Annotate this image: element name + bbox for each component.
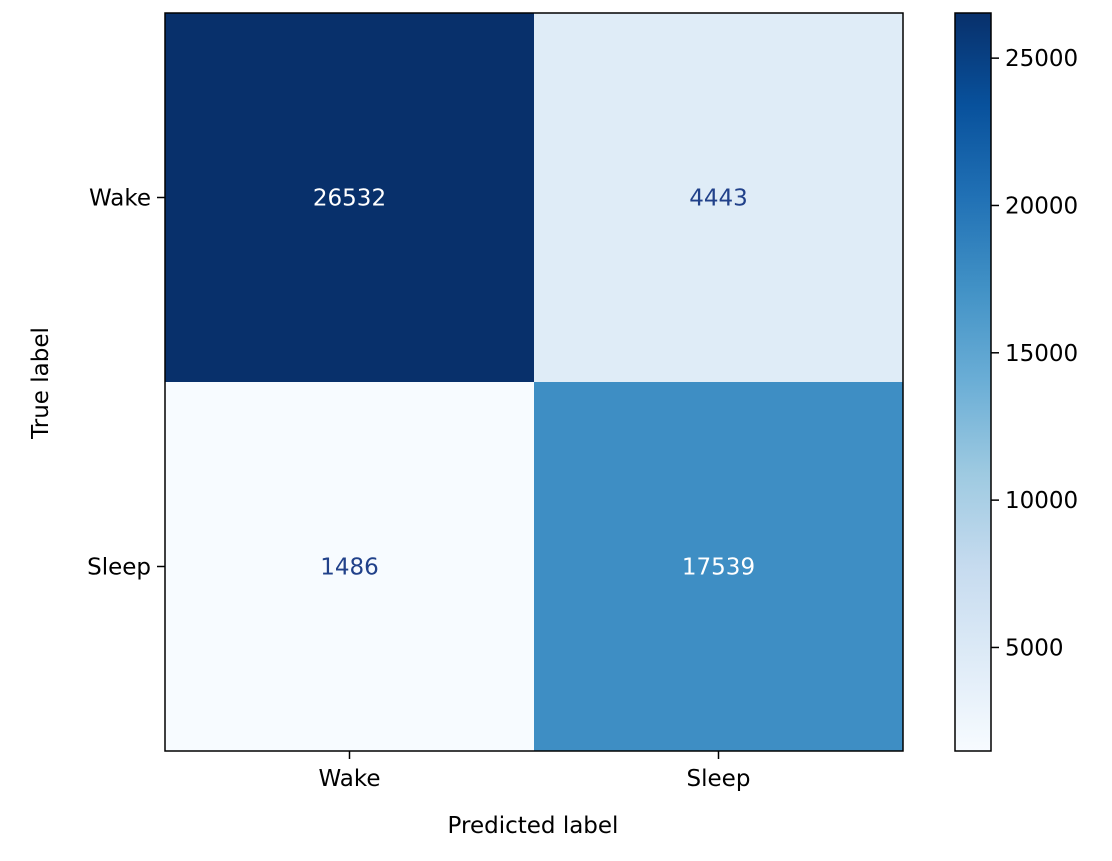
x-tick-label: Sleep	[687, 766, 751, 792]
matrix-frame	[164, 12, 904, 752]
colorbar-tick-label: 25000	[1005, 46, 1078, 72]
colorbar-tick-label: 5000	[1005, 635, 1064, 661]
matrix-cell-1-1	[534, 382, 903, 751]
colorbar-tick-label: 15000	[1005, 341, 1078, 367]
matrix-cell-0-0	[165, 13, 534, 382]
colorbar-tick-label: 20000	[1005, 193, 1078, 219]
matrix-cell-0-1	[534, 13, 903, 382]
cell-value-label-1-0: 1486	[320, 555, 379, 581]
x-tick-label: Wake	[318, 766, 380, 792]
matrix-grid: 26532 4443 1486 17539	[164, 12, 904, 752]
cell-value-label-0-0: 26532	[313, 186, 386, 212]
x-axis-title: Predicted label	[448, 813, 619, 839]
cell-value-label-0-1: 4443	[689, 186, 748, 212]
colorbar-tick-label: 10000	[1005, 488, 1078, 514]
y-tick-label: Sleep	[87, 555, 151, 581]
matrix-cell-1-0	[165, 382, 534, 751]
colorbar-frame	[954, 12, 992, 752]
y-tick-label: Wake	[89, 186, 151, 212]
colorbar-gradient	[955, 13, 991, 751]
x-axis: Wake Sleep	[318, 751, 750, 792]
colorbar: 5000 10000 15000 20000 25000	[954, 12, 1078, 752]
cell-value-label-1-1: 17539	[682, 555, 755, 581]
y-axis: Wake Sleep	[87, 186, 165, 581]
y-axis-title: True label	[28, 327, 54, 440]
